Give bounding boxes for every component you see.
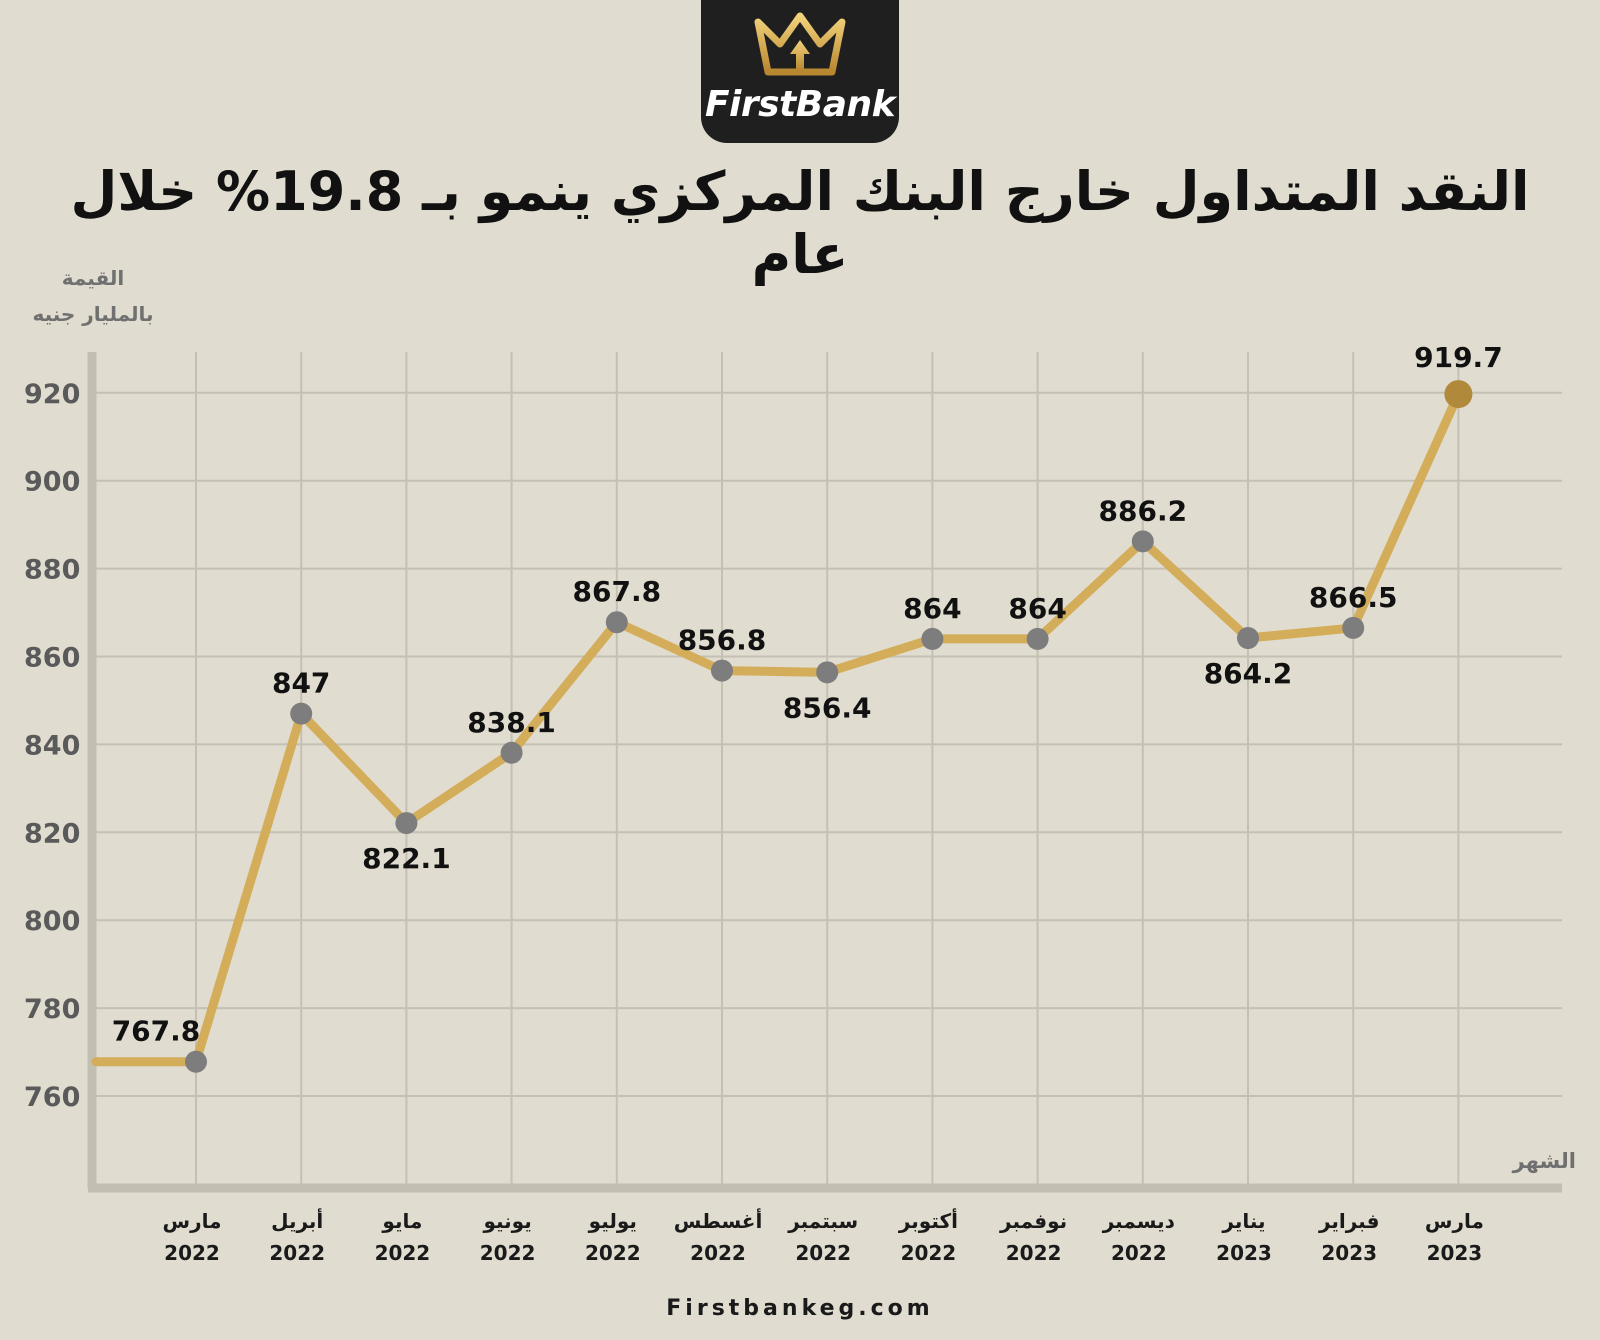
data-point [290,702,313,725]
data-point [185,1050,207,1073]
logo: FirstBank [701,0,899,143]
x-tick-month: مايو [381,1209,422,1233]
x-tick-year: 2022 [164,1241,220,1265]
x-tick-month: يناير [1221,1209,1265,1233]
x-tick-year: 2023 [1427,1241,1483,1265]
grid [92,352,1562,1188]
y-tick-label: 860 [24,643,80,674]
y-tick-label: 920 [24,379,80,410]
data-point [711,659,733,682]
x-tick-year: 2022 [901,1241,957,1265]
crown-icon [754,12,846,76]
x-tick-year: 2023 [1216,1241,1272,1265]
y-tick-label: 780 [24,994,80,1025]
x-tick-month: مارس [1425,1209,1484,1233]
x-tick-year: 2022 [269,1241,325,1265]
data-label: 822.1 [362,842,451,875]
y-tick-label: 880 [24,555,80,586]
x-tick-year: 2022 [795,1241,851,1265]
x-tick-year: 2022 [690,1241,746,1265]
x-tick-year: 2022 [585,1241,641,1265]
series-line [91,389,1463,1067]
x-tick-month: يونيو [482,1209,531,1233]
data-label: 838.1 [467,706,556,739]
data-label: 886.2 [1099,494,1188,527]
y-tick-label: 900 [24,467,80,498]
x-axis-title: الشهر [1512,1149,1576,1173]
data-point [500,741,523,764]
brand-name: FirstBank [704,84,896,125]
x-tick-year: 2022 [375,1241,431,1265]
x-tick-year: 2022 [480,1241,536,1265]
x-tick-year: 2022 [1111,1241,1167,1265]
x-tick-month: أبريل [271,1207,323,1233]
data-point [1342,616,1365,639]
y-tick-label: 800 [24,906,80,937]
data-label: 856.4 [783,691,872,724]
data-point [1026,627,1049,650]
y-tick-label: 820 [24,818,80,849]
axes [87,352,1562,1193]
data-label: 864.2 [1204,657,1293,690]
x-tick-month: أكتوبر [898,1207,958,1233]
data-label: 866.5 [1309,581,1398,614]
x-tick-month: أغسطس [674,1207,763,1233]
data-point [1444,380,1473,409]
x-tick-year: 2022 [1006,1241,1062,1265]
y-tick-label: 760 [24,1082,80,1113]
data-label: 847 [272,667,330,700]
data-point [921,627,944,650]
website-url: Firstbankeg.com [666,1296,934,1321]
data-point [605,611,628,634]
data-points [185,380,1473,1073]
x-tick-labels: مارس 2022 أبريل 2022 مايو 2022 يونيو 2022 يوليو 2… [162,1207,1483,1265]
data-label: 856.8 [678,624,767,657]
chart-title: النقد المتداول خارج البنك المركزي ينمو ب… [70,160,1530,286]
y-tick-labels: 760 780 800 820 840 860 880 900 920 [24,379,80,1113]
y-axis-title-line-2: بالمليار جنيه [32,302,154,326]
x-tick-month: نوفمبر [999,1209,1067,1233]
x-tick-month: يوليو [588,1209,637,1233]
data-point [1131,530,1154,553]
x-tick-month: فبراير [1318,1209,1380,1233]
data-point [395,812,418,835]
y-tick-label: 840 [24,730,80,761]
data-point [1237,627,1259,650]
series-line-layer [91,389,1463,1067]
x-tick-month: سبتمبر [787,1209,858,1233]
x-tick-month: مارس [162,1209,221,1233]
data-point [816,661,839,684]
x-tick-month: ديسمبر [1102,1209,1175,1233]
data-label: 767.8 [112,1015,201,1048]
data-labels: 767.8 847 822.1 838.1 867.8 856.8 856.4 864 864 8… [112,341,1503,1048]
data-label: 864 [1008,592,1066,625]
data-label: 867.8 [573,575,662,608]
data-label: 864 [903,592,961,625]
y-axis-title-line-1: القيمة [61,266,125,290]
x-tick-year: 2023 [1321,1241,1377,1265]
data-label: 919.7 [1414,341,1503,374]
